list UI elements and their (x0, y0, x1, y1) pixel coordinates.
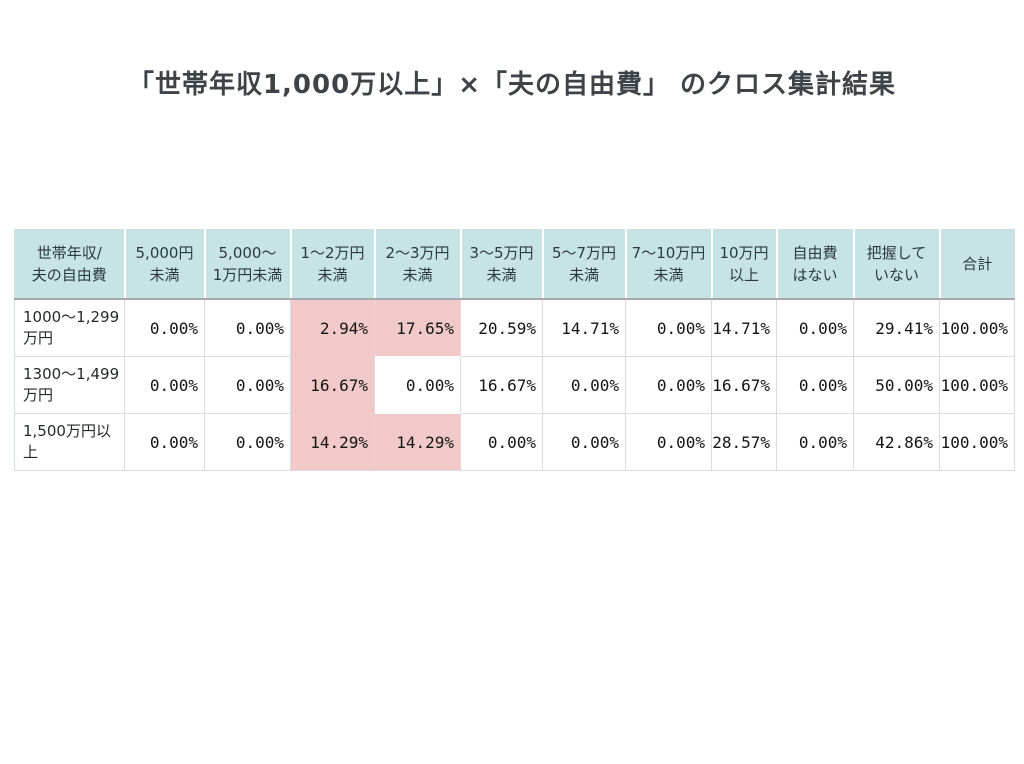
row-label: 1300〜1,499 万円 (14, 356, 125, 414)
data-cell: 0.00% (460, 413, 543, 471)
data-cell: 0.00% (204, 356, 291, 414)
column-header: 10万円 以上 (711, 229, 778, 300)
table-row: 1,500万円以 上 0.00% 0.00% 14.29% 14.29% 0.0… (14, 413, 1015, 471)
data-cell: 0.00% (204, 299, 291, 357)
data-cell: 0.00% (124, 299, 205, 357)
data-cell: 14.29% (290, 413, 375, 471)
row-label: 1,500万円以 上 (14, 413, 125, 471)
row-label: 1000〜1,299 万円 (14, 299, 125, 357)
column-header: 1〜2万円 未満 (290, 229, 376, 300)
data-cell: 42.86% (853, 413, 940, 471)
column-header: 5,000〜 1万円未満 (204, 229, 292, 300)
data-cell: 16.67% (460, 356, 543, 414)
data-cell: 0.00% (124, 356, 205, 414)
data-cell: 0.00% (124, 413, 205, 471)
data-cell: 14.71% (542, 299, 626, 357)
data-cell: 14.29% (374, 413, 461, 471)
column-header: 合計 (939, 229, 1015, 300)
data-cell: 0.00% (625, 299, 712, 357)
data-cell: 100.00% (939, 299, 1015, 357)
data-cell: 0.00% (625, 413, 712, 471)
data-cell: 14.71% (711, 299, 777, 357)
column-header: 2〜3万円 未満 (374, 229, 462, 300)
table-body: 1000〜1,299 万円 0.00% 0.00% 2.94% 17.65% 2… (14, 299, 1015, 471)
data-cell: 100.00% (939, 413, 1015, 471)
data-cell: 0.00% (374, 356, 461, 414)
data-cell: 0.00% (776, 413, 854, 471)
column-header: 3〜5万円 未満 (460, 229, 544, 300)
table-header: 世帯年収/ 夫の自由費 5,000円 未満 5,000〜 1万円未満 1〜2万円… (14, 229, 1015, 300)
table-row: 1000〜1,299 万円 0.00% 0.00% 2.94% 17.65% 2… (14, 299, 1015, 357)
data-cell: 0.00% (542, 413, 626, 471)
table-row: 1300〜1,499 万円 0.00% 0.00% 16.67% 0.00% 1… (14, 356, 1015, 414)
data-cell: 50.00% (853, 356, 940, 414)
data-cell: 17.65% (374, 299, 461, 357)
data-cell: 16.67% (290, 356, 375, 414)
data-cell: 16.67% (711, 356, 777, 414)
data-cell: 28.57% (711, 413, 777, 471)
data-cell: 29.41% (853, 299, 940, 357)
data-cell: 0.00% (204, 413, 291, 471)
column-header: 把握して いない (853, 229, 941, 300)
column-header: 7〜10万円 未満 (625, 229, 713, 300)
data-cell: 2.94% (290, 299, 375, 357)
page: 「世帯年収1,000万以上」×「夫の自由費」 のクロス集計結果 世帯年収/ 夫の… (0, 64, 1024, 764)
data-cell: 0.00% (625, 356, 712, 414)
column-header: 5〜7万円 未満 (542, 229, 627, 300)
data-cell: 0.00% (776, 356, 854, 414)
column-header: 5,000円 未満 (124, 229, 206, 300)
table-header-row: 世帯年収/ 夫の自由費 5,000円 未満 5,000〜 1万円未満 1〜2万円… (14, 229, 1015, 300)
page-title: 「世帯年収1,000万以上」×「夫の自由費」 のクロス集計結果 (127, 70, 897, 100)
data-cell: 20.59% (460, 299, 543, 357)
data-cell: 0.00% (542, 356, 626, 414)
data-cell: 0.00% (776, 299, 854, 357)
cross-tab-table: 世帯年収/ 夫の自由費 5,000円 未満 5,000〜 1万円未満 1〜2万円… (14, 229, 1015, 471)
corner-header: 世帯年収/ 夫の自由費 (14, 229, 126, 300)
column-header: 自由費 はない (776, 229, 855, 300)
data-cell: 100.00% (939, 356, 1015, 414)
